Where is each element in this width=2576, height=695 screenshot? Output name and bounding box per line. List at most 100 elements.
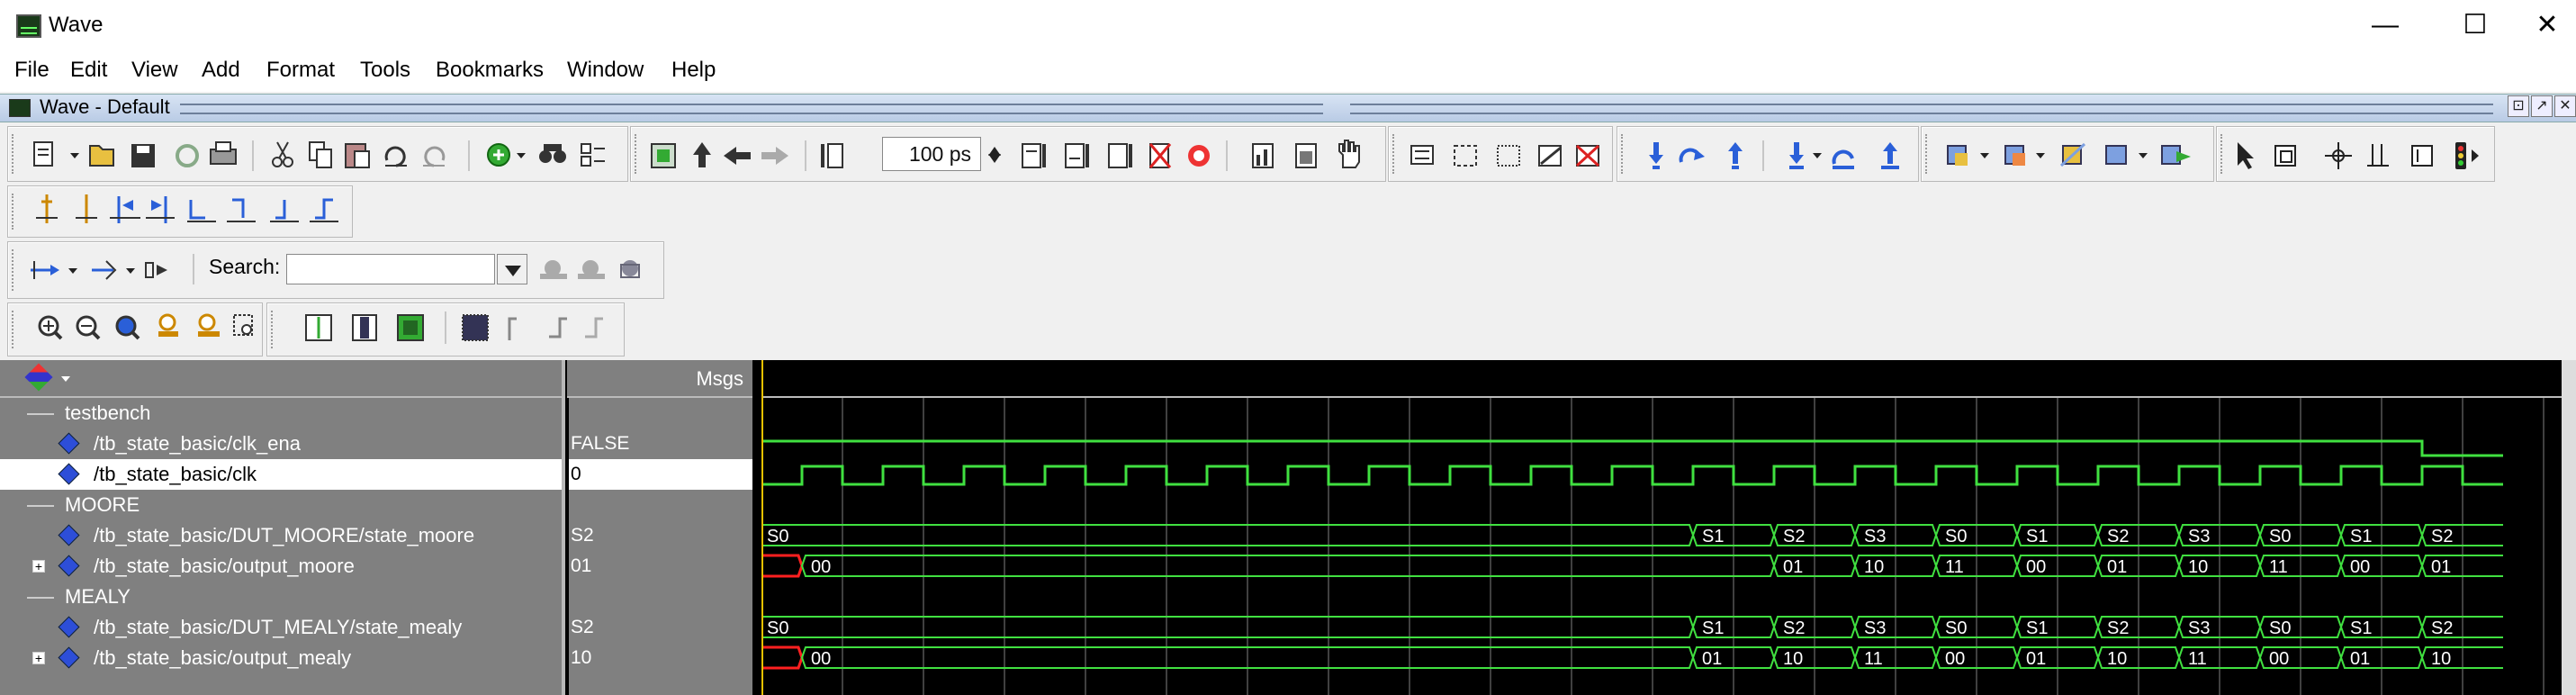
layout-2-icon[interactable]	[2004, 145, 2045, 166]
new-icon[interactable]	[33, 141, 79, 167]
up-arrow-icon[interactable]	[693, 142, 711, 167]
menu-window[interactable]: Window	[567, 58, 644, 82]
ruler-mode-icon[interactable]	[2411, 145, 2433, 167]
group-icon[interactable]	[145, 262, 167, 278]
layout-4-icon[interactable]	[2105, 145, 2148, 165]
performance-icon[interactable]	[1252, 143, 1274, 168]
search-input[interactable]	[286, 254, 495, 284]
minimize-icon[interactable]: —	[2372, 10, 2399, 40]
collapse-icon[interactable]	[581, 143, 605, 167]
add-wave-icon[interactable]	[487, 143, 526, 167]
step-over-icon[interactable]	[1679, 148, 1705, 163]
forward-arrow-icon[interactable]	[761, 147, 788, 165]
signal-row-state-mealy[interactable]: /tb_state_basic/DUT_MEALY/state_mealy	[0, 612, 562, 643]
print-icon[interactable]	[210, 141, 237, 165]
zoom-region-icon[interactable]	[233, 314, 253, 336]
chevron-down-icon[interactable]	[61, 376, 70, 386]
traffic-light-icon[interactable]	[2455, 142, 2479, 169]
layout-3-icon[interactable]	[2059, 142, 2086, 167]
menu-bookmarks[interactable]: Bookmarks	[436, 58, 545, 82]
zoom-out-icon[interactable]	[76, 315, 101, 340]
grid-icon[interactable]	[1497, 145, 1520, 167]
signal-row-output-moore[interactable]: + /tb_state_basic/output_moore	[0, 551, 562, 582]
zoom-in-icon[interactable]	[38, 315, 63, 340]
menu-tools[interactable]: Tools	[360, 58, 411, 82]
signal-row-clk-ena[interactable]: /tb_state_basic/clk_ena	[0, 429, 562, 459]
format-rise-icon[interactable]	[585, 317, 603, 338]
group-row-moore[interactable]: MOORE	[0, 490, 562, 520]
schematic-icon[interactable]	[1454, 145, 1477, 167]
maximize-icon[interactable]: ☐	[2463, 10, 2488, 40]
cut-icon[interactable]	[272, 141, 293, 167]
format-grid-icon[interactable]	[462, 314, 489, 341]
copy-icon[interactable]	[309, 141, 332, 168]
step-into-icon[interactable]	[1649, 142, 1663, 169]
format-literal-icon[interactable]	[305, 314, 332, 341]
pan-mode-icon[interactable]	[2325, 142, 2352, 169]
break-icon[interactable]	[1148, 143, 1172, 168]
next-falling-icon[interactable]	[227, 198, 256, 222]
dataflow-icon[interactable]	[1410, 145, 1434, 165]
time-cursor[interactable]	[761, 360, 763, 695]
close-icon[interactable]: ✕	[2535, 10, 2559, 40]
signal-row-state-moore[interactable]: /tb_state_basic/DUT_MOORE/state_moore	[0, 520, 562, 551]
menu-format[interactable]: Format	[266, 58, 336, 82]
next-edge-icon[interactable]	[146, 196, 175, 223]
run-length-field[interactable]: 100 ps	[882, 137, 981, 171]
zoom-cursor-icon[interactable]	[158, 313, 178, 337]
layout-5-icon[interactable]	[2161, 145, 2191, 165]
layout-1-icon[interactable]	[1947, 145, 1989, 166]
close-doc-icon[interactable]: ✕	[2554, 95, 2576, 117]
hand-icon[interactable]	[1338, 140, 1360, 168]
zoom-full-icon[interactable]	[115, 315, 140, 340]
continue-icon[interactable]	[1065, 143, 1089, 168]
memory-icon[interactable]	[1295, 143, 1317, 168]
format-step-icon[interactable]	[508, 317, 517, 340]
step-out-icon[interactable]	[1728, 142, 1743, 169]
clear-icon[interactable]	[1575, 144, 1600, 167]
zoom-mode-icon[interactable]	[2274, 145, 2296, 167]
wrench-icon[interactable]	[1538, 145, 1562, 167]
menu-help[interactable]: Help	[671, 58, 716, 82]
expand-icon[interactable]: +	[32, 560, 45, 573]
reload-icon[interactable]	[176, 144, 199, 167]
group-row-testbench[interactable]: testbench	[0, 398, 562, 429]
search-options-icon[interactable]	[620, 260, 640, 278]
run-icon[interactable]	[1022, 143, 1046, 168]
prev-rising-icon[interactable]	[270, 200, 299, 222]
format-logic-icon[interactable]	[352, 314, 377, 341]
wave-format-icon[interactable]	[24, 363, 53, 392]
menu-file[interactable]: File	[14, 58, 50, 82]
step-over-env-icon[interactable]	[1832, 149, 1854, 169]
menu-edit[interactable]: Edit	[70, 58, 108, 82]
prev-edge-icon[interactable]	[110, 196, 140, 223]
stop-icon[interactable]	[1188, 145, 1210, 167]
step-out-env-icon[interactable]	[1881, 142, 1899, 169]
undock-icon[interactable]: ↗	[2531, 95, 2553, 117]
delete-cursor-icon[interactable]	[76, 194, 97, 223]
search-backward-icon[interactable]	[578, 260, 605, 279]
menu-view[interactable]: View	[131, 58, 178, 82]
open-icon[interactable]	[89, 145, 114, 167]
save-icon[interactable]	[131, 144, 155, 167]
format-event-icon[interactable]	[397, 314, 424, 341]
search-dropdown-button[interactable]	[497, 254, 527, 284]
step-into-dropdown-icon[interactable]	[1789, 142, 1822, 169]
paste-icon[interactable]	[345, 143, 370, 168]
compile-icon[interactable]	[651, 143, 676, 168]
insert-breakpoint-icon[interactable]	[92, 260, 135, 280]
run-length-spinner[interactable]	[985, 137, 1004, 171]
select-mode-icon[interactable]	[2238, 142, 2254, 169]
prev-falling-icon[interactable]	[187, 200, 216, 222]
menu-add[interactable]: Add	[202, 58, 240, 82]
vertical-scrollbar[interactable]	[2562, 360, 2576, 695]
group-row-mealy[interactable]: MEALY	[0, 582, 562, 612]
redo-icon[interactable]	[423, 146, 446, 167]
back-arrow-icon[interactable]	[724, 147, 751, 165]
dock-icon[interactable]: ⊡	[2508, 95, 2529, 117]
insert-divider-icon[interactable]	[31, 261, 77, 279]
next-rising-icon[interactable]	[310, 198, 338, 222]
edit-mode-icon[interactable]	[2367, 144, 2389, 167]
format-delay-icon[interactable]	[549, 317, 567, 338]
restart-icon[interactable]	[821, 143, 843, 168]
